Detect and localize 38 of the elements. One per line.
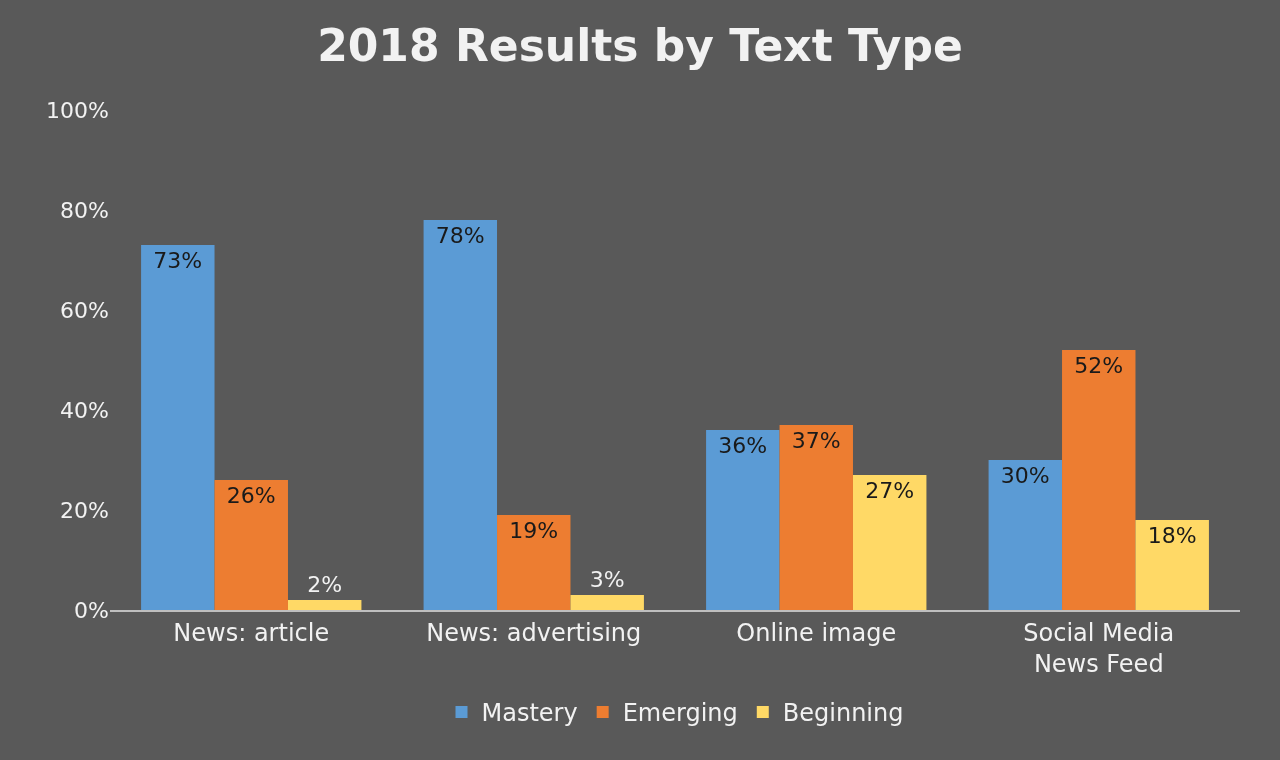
y-tick-label: 60% — [60, 297, 109, 323]
bar — [423, 220, 498, 610]
bar — [287, 600, 362, 610]
data-label: 52% — [1074, 353, 1124, 378]
data-label: 27% — [865, 478, 915, 503]
data-label: 26% — [226, 483, 276, 508]
bar — [214, 480, 288, 610]
legend-label: Emerging — [622, 699, 738, 728]
data-label: 30% — [1000, 463, 1050, 488]
data-label: 3% — [589, 567, 625, 592]
y-tick-label: 20% — [60, 497, 109, 523]
data-label: 73% — [153, 248, 203, 273]
y-tick-label: 100% — [46, 97, 109, 123]
data-label: 78% — [435, 223, 485, 248]
x-tick-label: News: advertising — [426, 618, 642, 647]
bar — [570, 595, 644, 610]
bar — [1062, 350, 1136, 610]
data-label: 19% — [509, 518, 559, 543]
bar — [1135, 520, 1209, 610]
chart-title: 2018 Results by Text Type — [317, 20, 963, 72]
bar — [706, 430, 780, 610]
y-tick-label: 40% — [60, 397, 109, 423]
legend-label: Beginning — [782, 699, 904, 728]
data-label: 18% — [1147, 523, 1197, 548]
data-label: 2% — [307, 572, 343, 597]
bar — [988, 460, 1063, 610]
x-tick-label: Social Media News Feed — [1023, 618, 1175, 678]
legend-label: Mastery — [481, 699, 578, 728]
bar — [779, 425, 853, 610]
x-tick-label: News: article — [173, 618, 330, 647]
x-tick-label: Online image — [736, 618, 897, 647]
bar — [141, 245, 215, 610]
data-label: 37% — [791, 428, 841, 453]
data-label: 36% — [718, 433, 768, 458]
bar — [497, 515, 571, 610]
y-tick-label: 0% — [74, 597, 109, 623]
bar — [852, 475, 927, 610]
y-tick-label: 80% — [60, 197, 109, 223]
